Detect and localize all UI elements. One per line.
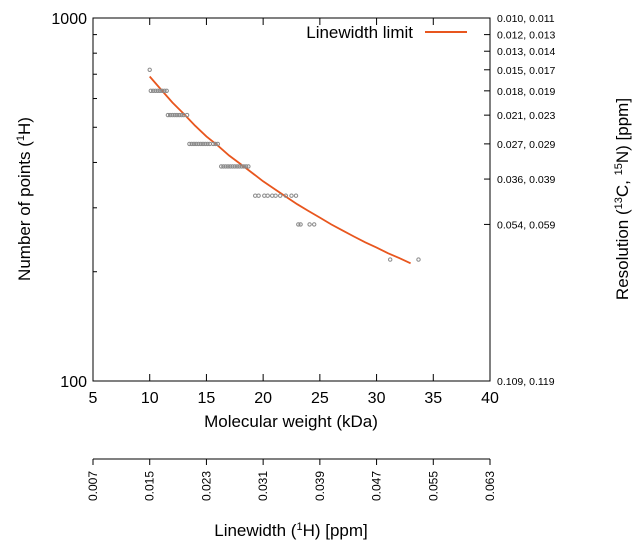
y-right-tick-label: 0.018, 0.019 bbox=[497, 86, 556, 98]
secondary-x-tick-label: 0.015 bbox=[143, 471, 157, 501]
y-right-tick-label: 0.027, 0.029 bbox=[497, 139, 556, 151]
axis-ticks bbox=[92, 17, 491, 382]
secondary-x-tick-label: 0.063 bbox=[483, 471, 497, 501]
data-point bbox=[148, 88, 154, 94]
linewidth-limit-curve bbox=[149, 75, 411, 265]
data-point bbox=[273, 193, 278, 198]
data-point bbox=[174, 112, 180, 118]
data-point bbox=[167, 112, 173, 118]
data-point bbox=[211, 141, 216, 147]
y-right-tick-label: 0.013, 0.014 bbox=[497, 46, 556, 58]
data-point bbox=[223, 164, 228, 169]
data-point bbox=[184, 112, 190, 118]
data-point bbox=[203, 141, 208, 147]
data-points bbox=[147, 67, 421, 262]
secondary-x-tick-label: 0.039 bbox=[313, 471, 327, 501]
data-point bbox=[265, 193, 270, 198]
y-right-tick-label: 0.109, 0.119 bbox=[497, 376, 555, 388]
secondary-x-tick-label: 0.031 bbox=[256, 471, 270, 501]
y-tick-label: 1000 bbox=[51, 11, 87, 28]
data-point bbox=[239, 164, 244, 169]
data-point bbox=[196, 141, 201, 147]
secondary-x-tick-label: 0.055 bbox=[426, 471, 440, 501]
data-point bbox=[388, 257, 393, 262]
secondary-x-axis: 0.007 0.015 0.023 0.031 0.039 0.047 0.055 0.063 bbox=[86, 459, 497, 501]
x-tick-label: 5 bbox=[89, 390, 98, 407]
data-point bbox=[307, 222, 312, 227]
data-point bbox=[234, 164, 240, 169]
data-point bbox=[157, 88, 163, 94]
y-axis-right-title: Resolution (13C, 15N) [ppm] bbox=[613, 98, 632, 300]
data-point bbox=[153, 88, 158, 94]
data-point bbox=[170, 112, 175, 118]
x-tick-label: 25 bbox=[311, 390, 329, 407]
data-point bbox=[270, 193, 275, 198]
data-point bbox=[172, 112, 177, 118]
data-point bbox=[150, 88, 156, 94]
data-point bbox=[256, 193, 261, 198]
data-point bbox=[262, 193, 267, 198]
secondary-x-tick-label: 0.047 bbox=[370, 471, 384, 501]
data-point bbox=[228, 164, 233, 169]
y-right-tick-label: 0.036, 0.039 bbox=[497, 174, 556, 186]
data-point bbox=[278, 193, 283, 198]
data-point bbox=[205, 141, 210, 147]
tick-labels: 5 10 15 20 25 30 35 40 100 1000 0.010, 0.011 0.012,… bbox=[51, 11, 555, 407]
y-axis-left-title: Number of points (1H) bbox=[15, 117, 34, 281]
data-point bbox=[215, 141, 221, 147]
x-tick-label: 10 bbox=[141, 390, 159, 407]
data-point bbox=[165, 112, 171, 118]
data-point bbox=[230, 164, 235, 169]
data-point bbox=[194, 141, 199, 147]
data-point bbox=[298, 222, 303, 227]
data-point bbox=[179, 112, 184, 118]
data-point bbox=[246, 164, 251, 169]
data-point bbox=[191, 141, 197, 147]
y-right-tick-label: 0.010, 0.011 bbox=[497, 13, 555, 25]
secondary-x-tick-label: 0.023 bbox=[199, 471, 213, 501]
legend-label: Linewidth limit bbox=[306, 23, 413, 42]
secondary-x-axis-title: Linewidth (1H) [ppm] bbox=[214, 521, 368, 540]
y-right-tick-label: 0.021, 0.023 bbox=[497, 110, 556, 122]
x-tick-label: 15 bbox=[198, 390, 216, 407]
data-point bbox=[219, 164, 224, 169]
data-point bbox=[198, 141, 204, 147]
x-tick-label: 35 bbox=[424, 390, 442, 407]
data-point bbox=[147, 67, 152, 73]
data-point bbox=[243, 164, 249, 169]
data-point bbox=[237, 164, 242, 169]
data-point bbox=[241, 164, 247, 169]
data-point bbox=[416, 257, 421, 262]
data-point bbox=[296, 222, 301, 227]
data-point bbox=[312, 222, 317, 227]
x-tick-label: 20 bbox=[254, 390, 272, 407]
y-right-tick-label: 0.015, 0.017 bbox=[497, 65, 556, 77]
plot-frame bbox=[92, 17, 491, 382]
data-point bbox=[177, 112, 182, 118]
data-point bbox=[225, 164, 231, 169]
x-axis-title: Molecular weight (kDa) bbox=[204, 412, 378, 431]
data-point bbox=[213, 141, 218, 147]
x-tick-label: 30 bbox=[368, 390, 386, 407]
y-tick-label: 100 bbox=[60, 374, 87, 391]
data-point bbox=[232, 164, 238, 169]
data-point bbox=[253, 193, 258, 198]
data-point bbox=[189, 141, 194, 147]
y-right-tick-label: 0.054, 0.059 bbox=[497, 219, 556, 231]
data-point bbox=[289, 193, 294, 198]
data-point bbox=[293, 193, 299, 198]
data-point bbox=[155, 88, 160, 94]
secondary-x-tick-label: 0.007 bbox=[86, 471, 100, 501]
data-point bbox=[164, 88, 169, 94]
data-point bbox=[162, 88, 167, 94]
data-point bbox=[200, 141, 206, 147]
linewidth-limit-line bbox=[149, 75, 411, 265]
x-tick-label: 40 bbox=[481, 390, 499, 407]
data-point bbox=[221, 164, 226, 169]
data-point bbox=[160, 88, 165, 94]
y-right-tick-label: 0.012, 0.013 bbox=[497, 30, 556, 42]
data-point bbox=[187, 141, 192, 147]
data-point bbox=[283, 193, 288, 198]
